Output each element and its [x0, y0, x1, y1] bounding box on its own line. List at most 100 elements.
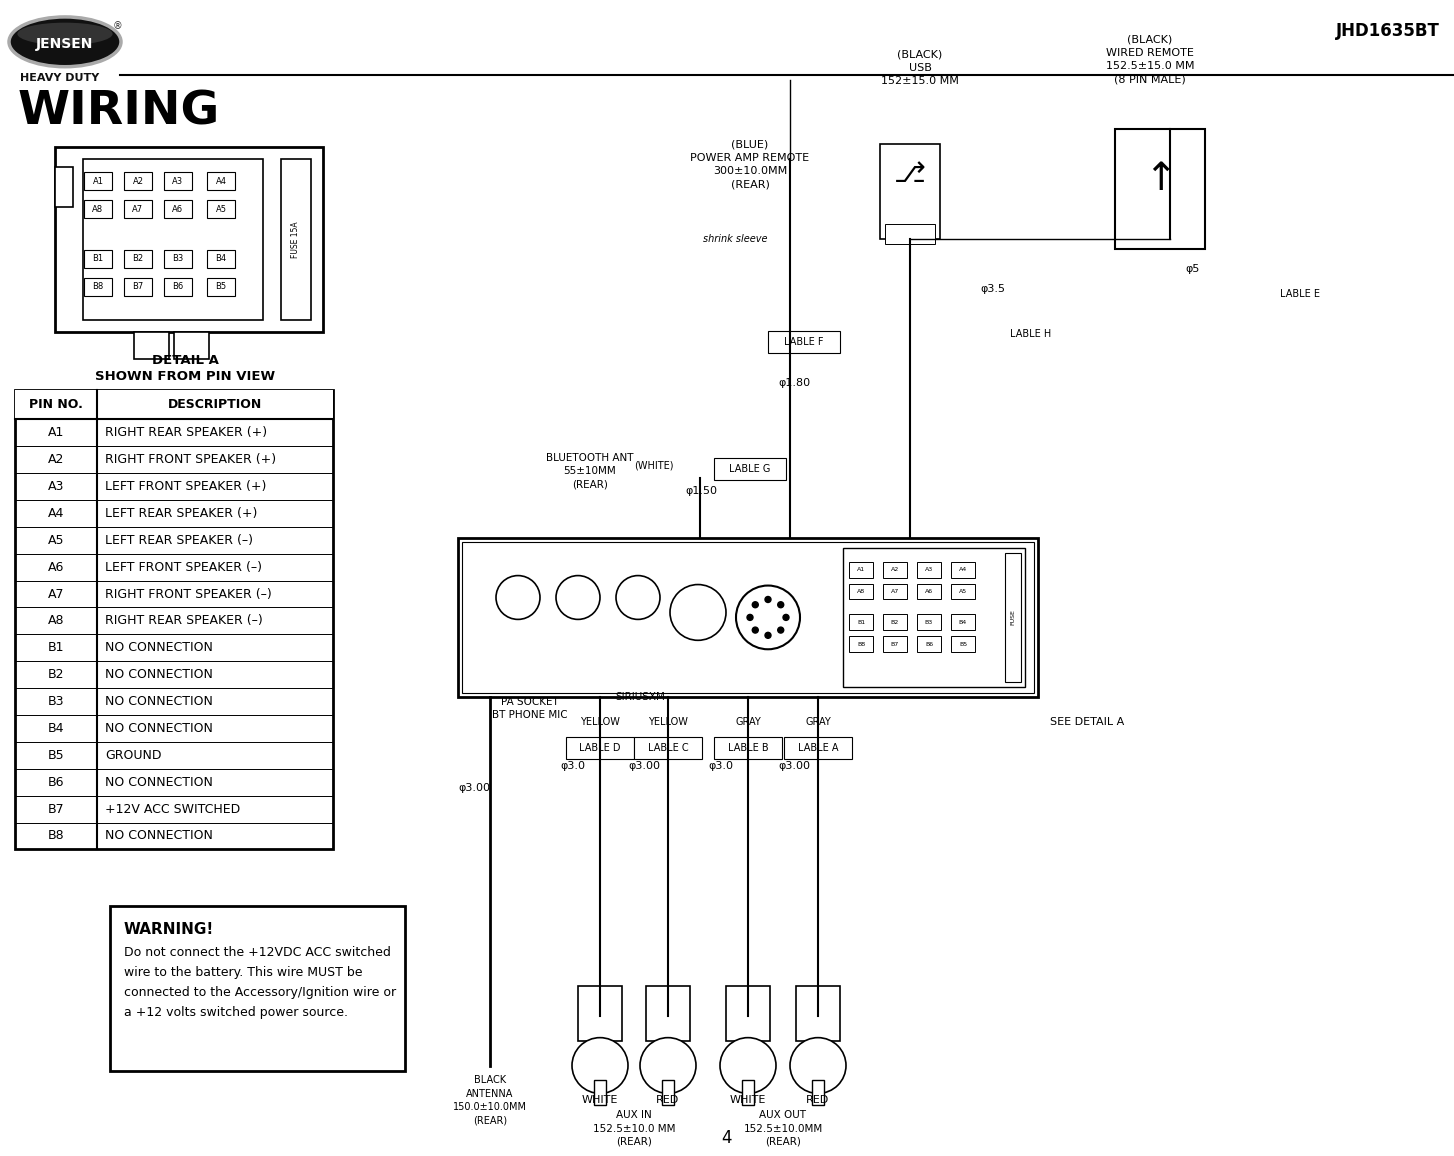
Text: B5: B5 [215, 282, 227, 291]
Bar [206, 172, 236, 191]
Circle shape [778, 627, 784, 633]
Bar [462, 542, 1034, 694]
Text: A4: A4 [958, 568, 967, 572]
Bar [206, 200, 236, 218]
Text: A4: A4 [215, 177, 227, 186]
Text: B2: B2 [132, 254, 144, 264]
Text: A1: A1 [48, 427, 64, 439]
Bar [164, 250, 192, 268]
Bar [646, 986, 691, 1040]
Text: RIGHT REAR SPEAKER (–): RIGHT REAR SPEAKER (–) [105, 614, 263, 628]
Circle shape [640, 1038, 696, 1094]
Text: φ3.00: φ3.00 [628, 761, 660, 771]
Text: B6: B6 [48, 776, 64, 788]
Circle shape [736, 586, 800, 650]
Bar [134, 332, 169, 360]
Text: GRAY: GRAY [736, 717, 760, 727]
Bar [55, 168, 73, 207]
Text: B6: B6 [173, 282, 183, 291]
Bar [124, 277, 153, 296]
Text: A3: A3 [48, 480, 64, 492]
Bar [566, 736, 634, 758]
Text: A6: A6 [925, 590, 933, 594]
Bar [784, 736, 852, 758]
Text: LABLE A: LABLE A [798, 743, 839, 753]
Circle shape [670, 585, 726, 640]
Bar [206, 250, 236, 268]
Bar [84, 200, 112, 218]
Bar [55, 147, 323, 332]
Text: AUX OUT
152.5±10.0MM
(REAR): AUX OUT 152.5±10.0MM (REAR) [743, 1111, 823, 1147]
Circle shape [790, 1038, 846, 1094]
Text: B7: B7 [48, 802, 64, 816]
Bar [742, 1081, 755, 1105]
Text: GRAY: GRAY [806, 717, 830, 727]
Text: B4: B4 [215, 254, 227, 264]
Text: φ5: φ5 [1185, 264, 1200, 274]
Text: LABLE D: LABLE D [579, 743, 621, 753]
Text: (BLUE)
POWER AMP REMOTE
300±10.0MM
(REAR): (BLUE) POWER AMP REMOTE 300±10.0MM (REAR… [691, 140, 810, 190]
Text: (BLACK)
USB
152±15.0 MM: (BLACK) USB 152±15.0 MM [881, 50, 960, 87]
Bar [849, 584, 872, 600]
Text: A5: A5 [48, 534, 64, 547]
Circle shape [720, 1038, 776, 1094]
Text: BLACK
ANTENNA
150.0±10.0MM
(REAR): BLACK ANTENNA 150.0±10.0MM (REAR) [454, 1075, 526, 1125]
Text: FUSE 15A: FUSE 15A [291, 221, 301, 258]
Bar [768, 331, 840, 353]
Text: A3: A3 [925, 568, 933, 572]
Bar [849, 562, 872, 578]
Bar [795, 986, 840, 1040]
Text: AUX IN
152.5±10.0 MM
(REAR): AUX IN 152.5±10.0 MM (REAR) [593, 1111, 675, 1147]
Bar [917, 562, 941, 578]
Text: LEFT FRONT SPEAKER (–): LEFT FRONT SPEAKER (–) [105, 561, 262, 573]
Text: B3: B3 [48, 695, 64, 709]
Bar [726, 986, 771, 1040]
Text: B1: B1 [48, 642, 64, 654]
Bar [885, 224, 935, 244]
Text: shrink sleeve: shrink sleeve [702, 234, 768, 244]
Circle shape [496, 576, 539, 620]
Bar [951, 584, 976, 600]
Text: A6: A6 [173, 205, 183, 214]
Text: A7: A7 [48, 587, 64, 600]
Text: ⎇: ⎇ [894, 161, 926, 188]
Bar [883, 636, 907, 652]
Text: WARNING!: WARNING! [124, 922, 214, 938]
Bar [164, 172, 192, 191]
Bar [883, 615, 907, 630]
Text: LEFT REAR SPEAKER (+): LEFT REAR SPEAKER (+) [105, 506, 257, 520]
Bar [880, 144, 939, 239]
Text: A3: A3 [173, 177, 183, 186]
Text: NO CONNECTION: NO CONNECTION [105, 695, 212, 709]
Bar [662, 1081, 675, 1105]
Circle shape [784, 615, 790, 621]
Text: B1: B1 [93, 254, 103, 264]
Text: LEFT REAR SPEAKER (–): LEFT REAR SPEAKER (–) [105, 534, 253, 547]
Text: B8: B8 [93, 282, 103, 291]
Bar [951, 615, 976, 630]
Bar [883, 562, 907, 578]
Text: A8: A8 [48, 614, 64, 628]
Text: LEFT FRONT SPEAKER (+): LEFT FRONT SPEAKER (+) [105, 480, 266, 492]
Bar [951, 636, 976, 652]
Text: NO CONNECTION: NO CONNECTION [105, 722, 212, 735]
Circle shape [571, 1038, 628, 1094]
Bar [951, 562, 976, 578]
Text: +12V ACC SWITCHED: +12V ACC SWITCHED [105, 802, 240, 816]
Text: B4: B4 [958, 620, 967, 625]
Text: A1: A1 [93, 177, 103, 186]
Bar [281, 160, 311, 320]
Text: LABLE B: LABLE B [727, 743, 768, 753]
Text: B3: B3 [925, 620, 933, 625]
Text: PIN NO.: PIN NO. [29, 399, 83, 412]
Bar [1115, 129, 1205, 249]
Text: LABLE F: LABLE F [784, 336, 824, 347]
Text: WHITE: WHITE [582, 1096, 618, 1105]
Text: φ3.5: φ3.5 [980, 284, 1005, 294]
Bar [15, 391, 333, 420]
Text: B2: B2 [48, 668, 64, 681]
Text: 4: 4 [721, 1129, 733, 1147]
Text: connected to the Accessory/Ignition wire or: connected to the Accessory/Ignition wire… [124, 986, 395, 999]
Text: A4: A4 [48, 506, 64, 520]
Bar [634, 736, 702, 758]
